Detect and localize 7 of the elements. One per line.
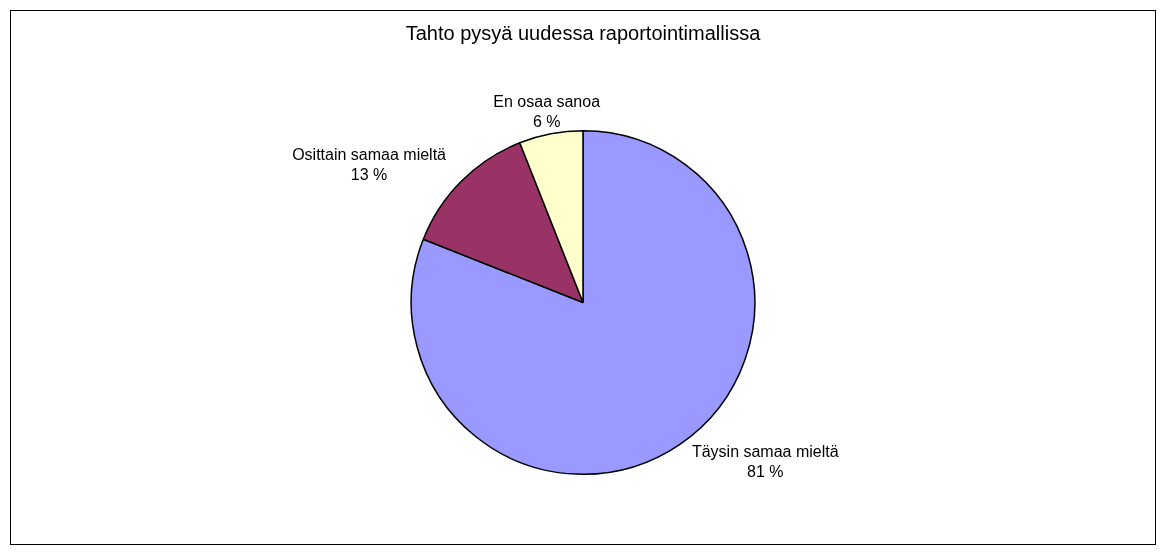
slice-label: Täysin samaa mieltä xyxy=(691,443,839,461)
data-label: 81 % xyxy=(747,463,784,481)
slice-label: Osittain samaa mieltä xyxy=(292,145,447,163)
chart-title: Tahto pysyä uudessa raportointimallissa xyxy=(404,22,762,45)
data-label: 6 % xyxy=(532,112,561,130)
data-label: 13 % xyxy=(350,165,388,183)
slice-label: En osaa sanoa xyxy=(493,92,601,110)
